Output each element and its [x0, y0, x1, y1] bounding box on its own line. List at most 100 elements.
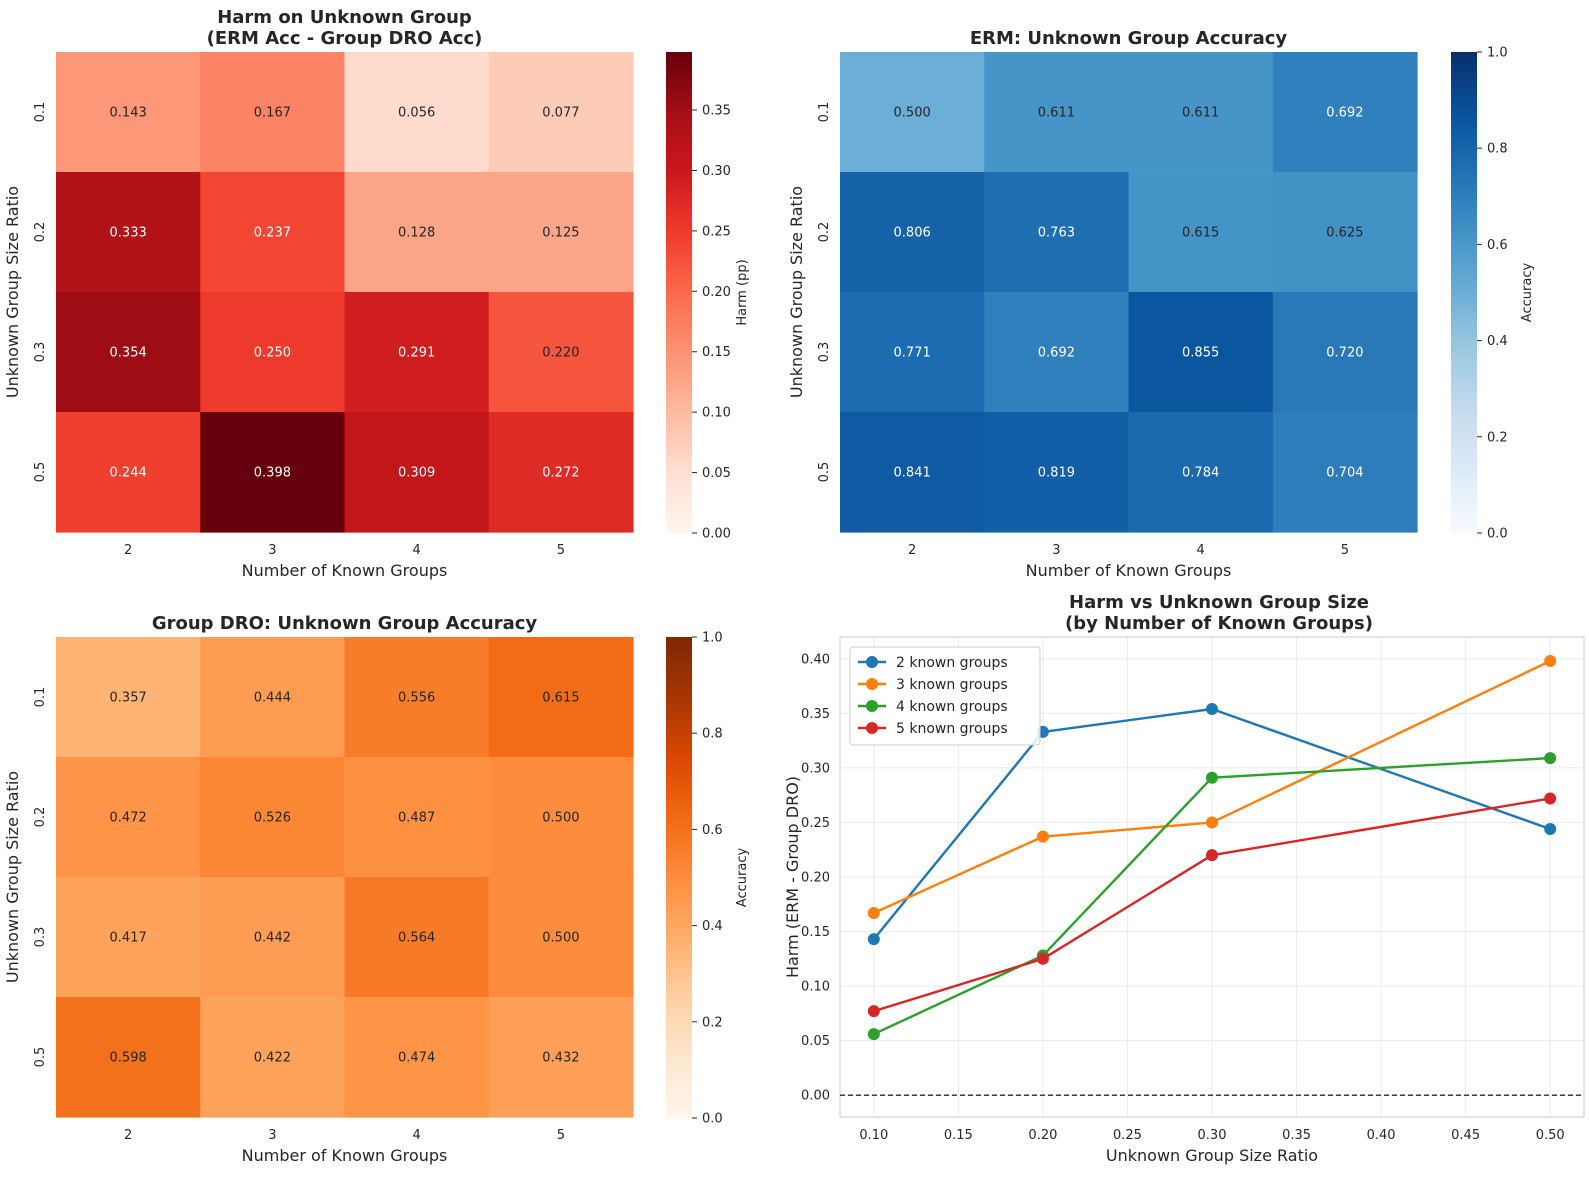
harm-cell-label: 0.237 — [254, 226, 291, 241]
erm-x-tick-label: 3 — [1052, 543, 1060, 558]
dro-cell-r2-c0 — [56, 877, 201, 998]
harm-line-chart-panel: Harm vs Unknown Group Size(by Number of … — [783, 592, 1585, 1165]
harm-cell-label: 0.125 — [542, 226, 579, 241]
harm-cell-r1-c0 — [56, 172, 201, 293]
harm-cell-label: 0.250 — [254, 346, 291, 361]
series-line-3-known-groups — [873, 659, 1551, 915]
dro-colorbar-label: Accuracy — [735, 848, 750, 908]
series-line-4-known-groups — [873, 756, 1551, 1036]
dro-cell-label: 0.357 — [110, 691, 147, 706]
line-plot-frame — [839, 636, 1585, 1118]
harm-colorbar-tick-label: 0.10 — [702, 406, 731, 421]
erm-colorbar-tick-label: 0.8 — [1487, 142, 1508, 157]
harm-cell-label: 0.291 — [398, 346, 435, 361]
line-y-tick-label: 0.35 — [801, 707, 830, 722]
harm-y-tick-label: 0.3 — [33, 342, 48, 363]
legend-marker — [866, 722, 878, 734]
series-point — [1544, 823, 1557, 835]
legend-label: 5 known groups — [896, 721, 1008, 737]
series-point — [867, 907, 880, 919]
dro-cell-label: 0.422 — [254, 1051, 291, 1066]
harm-heatmap-panel: Harm on Unknown Group(ERM Acc - Group DR… — [3, 7, 750, 580]
dro-cell-label: 0.432 — [542, 1051, 579, 1066]
dro-x-tick-label: 3 — [268, 1128, 276, 1143]
erm-cell-label: 0.615 — [1182, 226, 1219, 241]
series-point — [867, 1005, 880, 1018]
harm-cell-label: 0.272 — [542, 466, 579, 481]
erm-cell-r0-c3 — [1272, 52, 1418, 173]
harm-cell-label: 0.167 — [254, 106, 291, 121]
harm-x-tick-label: 5 — [557, 543, 565, 558]
dro-cell-r3-c1 — [200, 997, 346, 1118]
harm-x-axis-label: Number of Known Groups — [242, 561, 448, 580]
harm-cell-r0-c3 — [488, 52, 634, 173]
erm-cell-r1-c0 — [840, 172, 985, 293]
dro-cell-label: 0.474 — [398, 1051, 435, 1066]
erm-colorbar-tick-label: 0.0 — [1487, 527, 1508, 542]
erm-cell-r2-c0 — [840, 292, 985, 413]
harm-colorbar — [666, 52, 692, 533]
series-point — [1206, 849, 1218, 862]
harm-cell-r2-c1 — [200, 292, 346, 413]
harm-y-tick-label: 0.1 — [33, 102, 48, 123]
line-y-tick-label: 0.40 — [801, 652, 830, 667]
harm-cell-label: 0.333 — [110, 226, 147, 241]
dro-cell-label: 0.526 — [254, 811, 291, 826]
harm-cell-r0-c0 — [56, 52, 201, 173]
erm-colorbar-tick-label: 1.0 — [1487, 46, 1508, 61]
dro-x-tick-label: 2 — [124, 1128, 132, 1143]
line-title-line: Harm vs Unknown Group Size — [1069, 592, 1369, 613]
erm-cell-label: 0.611 — [1182, 106, 1219, 121]
series-line-5-known-groups — [873, 797, 1551, 1013]
line-y-tick-label: 0.15 — [801, 925, 830, 940]
series-point — [1206, 816, 1218, 829]
dro-cell-r1-c0 — [56, 757, 201, 878]
dro-cell-r0-c3 — [488, 637, 634, 758]
dro-cell-r3-c0 — [56, 997, 201, 1118]
legend-label: 2 known groups — [896, 655, 1008, 671]
harm-colorbar-tick-label: 0.35 — [702, 104, 731, 119]
erm-cell-label: 0.771 — [894, 346, 931, 361]
dro-cell-r0-c2 — [344, 637, 490, 758]
harm-title-line: (ERM Acc - Group DRO Acc) — [207, 28, 483, 49]
erm-y-tick-label: 0.1 — [817, 102, 832, 123]
harm-colorbar-tick-label: 0.05 — [702, 466, 731, 481]
dro-cell-r3-c3 — [488, 997, 634, 1118]
harm-cell-r3-c2 — [344, 412, 490, 533]
erm-cell-label: 0.784 — [1182, 466, 1219, 481]
line-x-tick-label: 0.20 — [1028, 1128, 1057, 1143]
dro-x-tick-label: 5 — [557, 1128, 565, 1143]
erm-cell-r2-c3 — [1272, 292, 1418, 413]
dro-cell-label: 0.500 — [542, 811, 579, 826]
dro-cell-label: 0.444 — [254, 691, 291, 706]
erm-cell-label: 0.819 — [1038, 466, 1075, 481]
dro-colorbar-tick-label: 0.2 — [702, 1015, 723, 1030]
dro-cell-r0-c1 — [200, 637, 346, 758]
line-y-axis-label: Harm (ERM - Group DRO) — [783, 776, 802, 978]
erm-cell-label: 0.611 — [1038, 106, 1075, 121]
dro-y-tick-label: 0.2 — [33, 807, 48, 828]
erm-cell-label: 0.704 — [1326, 466, 1363, 481]
erm-cell-label: 0.806 — [894, 226, 931, 241]
erm-title-line: ERM: Unknown Group Accuracy — [970, 28, 1288, 49]
legend-box — [849, 646, 1041, 746]
harm-cell-r1-c2 — [344, 172, 490, 293]
dro-y-tick-label: 0.5 — [33, 1047, 48, 1068]
series-point — [1544, 752, 1557, 765]
dro-cell-r2-c3 — [488, 877, 634, 998]
line-x-tick-label: 0.10 — [859, 1128, 888, 1143]
dro-title-line: Group DRO: Unknown Group Accuracy — [152, 613, 538, 634]
harm-cell-r2-c2 — [344, 292, 490, 413]
series-point — [1544, 655, 1557, 667]
line-x-tick-label: 0.45 — [1451, 1128, 1480, 1143]
harm-title-line: Harm on Unknown Group — [217, 7, 472, 28]
dro-colorbar-tick-label: 0.8 — [702, 727, 723, 742]
harm-colorbar-tick-label: 0.25 — [702, 224, 731, 239]
erm-colorbar-tick-label: 0.6 — [1487, 238, 1508, 253]
harm-y-axis-label: Unknown Group Size Ratio — [3, 186, 22, 398]
dro-colorbar-tick-label: 0.4 — [702, 919, 723, 934]
legend-marker — [866, 678, 878, 690]
erm-cell-label: 0.841 — [894, 466, 931, 481]
harm-cell-label: 0.143 — [110, 106, 147, 121]
harm-cell-r0-c2 — [344, 52, 490, 173]
